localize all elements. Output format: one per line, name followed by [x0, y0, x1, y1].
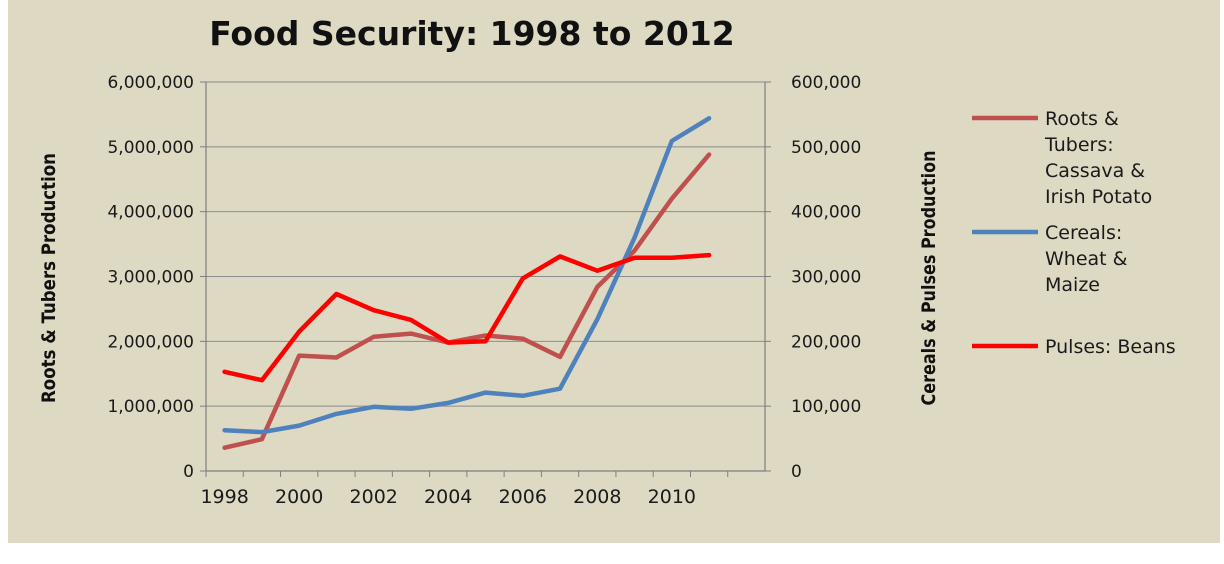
y-axis-label-left: Roots & Tubers Production	[38, 153, 60, 403]
data-point	[260, 437, 264, 441]
data-point	[446, 341, 450, 345]
data-point	[260, 378, 264, 382]
legend-label: Cereals:	[1045, 222, 1122, 244]
data-point	[372, 335, 376, 339]
data-point	[595, 317, 599, 321]
legend-label: Tubers:	[1044, 134, 1114, 156]
data-point	[707, 153, 711, 157]
data-point	[409, 332, 413, 336]
y-tick-label-left: 1,000,000	[107, 397, 194, 417]
data-point	[670, 197, 674, 201]
data-point	[707, 253, 711, 257]
data-point	[521, 337, 525, 341]
data-point	[521, 276, 525, 280]
x-tick-label: 2006	[499, 486, 547, 508]
legend-label: Pulses: Beans	[1045, 336, 1176, 358]
series-line-2	[222, 116, 712, 435]
data-point	[334, 412, 338, 416]
data-point	[334, 292, 338, 296]
y-tick-label-left: 2,000,000	[107, 332, 194, 352]
y-tick-label-left: 0	[183, 462, 194, 482]
data-point	[595, 285, 599, 289]
data-point	[409, 318, 413, 322]
y-tick-label-right: 100,000	[791, 397, 861, 417]
data-point	[297, 354, 301, 358]
data-point	[334, 356, 338, 360]
data-point	[633, 256, 637, 260]
y-tick-label-left: 3,000,000	[107, 268, 194, 288]
x-tick-label: 2008	[573, 486, 621, 508]
data-point	[409, 407, 413, 411]
series-line-3	[222, 252, 712, 383]
legend-label: Irish Potato	[1045, 186, 1152, 208]
data-point	[446, 401, 450, 405]
x-tick-label: 2004	[424, 486, 472, 508]
x-tick-label: 2002	[350, 486, 398, 508]
y-axis-label-right: Cereals & Pulses Production	[918, 151, 940, 406]
y-tick-label-right: 400,000	[791, 203, 861, 223]
data-point	[372, 308, 376, 312]
data-point	[297, 424, 301, 428]
data-point	[297, 330, 301, 334]
data-point	[484, 339, 487, 343]
x-tick-label: 2000	[275, 486, 323, 508]
x-tick-label: 2010	[648, 486, 696, 508]
y-tick-label-right: 600,000	[791, 73, 861, 93]
chart-panel: 0 1,000,000 2,000,000 3,000,000 4,000,000 5,0…	[8, 0, 1220, 543]
data-point	[558, 254, 562, 258]
data-point	[223, 446, 227, 450]
x-tick-label: 1998	[200, 486, 248, 508]
y-tick-label-left: 4,000,000	[107, 203, 194, 223]
y-tick-label-right: 0	[791, 462, 802, 482]
y-tick-label-right: 300,000	[791, 268, 861, 288]
y-tick-label-right: 200,000	[791, 332, 861, 352]
data-point	[260, 430, 264, 434]
data-point	[595, 269, 599, 273]
data-point	[558, 355, 562, 359]
data-point	[633, 236, 637, 240]
legend-label: Roots &	[1045, 108, 1119, 130]
data-point	[633, 249, 637, 253]
chart: 0 1,000,000 2,000,000 3,000,000 4,000,000 5,0…	[38, 14, 1176, 508]
legend-label: Maize	[1045, 274, 1100, 296]
legend-label: Cassava &	[1045, 160, 1145, 182]
data-point	[223, 428, 227, 432]
data-point	[223, 370, 227, 374]
y-tick-label-left: 5,000,000	[107, 138, 194, 158]
chart-title: Food Security: 1998 to 2012	[209, 14, 735, 53]
data-point	[484, 391, 487, 395]
y-tick-label-right: 500,000	[791, 138, 861, 158]
data-point	[558, 387, 562, 391]
legend-label: Wheat &	[1045, 248, 1128, 270]
data-point	[670, 139, 674, 143]
data-point	[707, 116, 711, 120]
y-tick-label-left: 6,000,000	[107, 73, 194, 93]
data-point	[372, 405, 376, 409]
data-point	[670, 256, 674, 260]
series-line-1	[222, 152, 712, 450]
data-point	[521, 394, 525, 398]
